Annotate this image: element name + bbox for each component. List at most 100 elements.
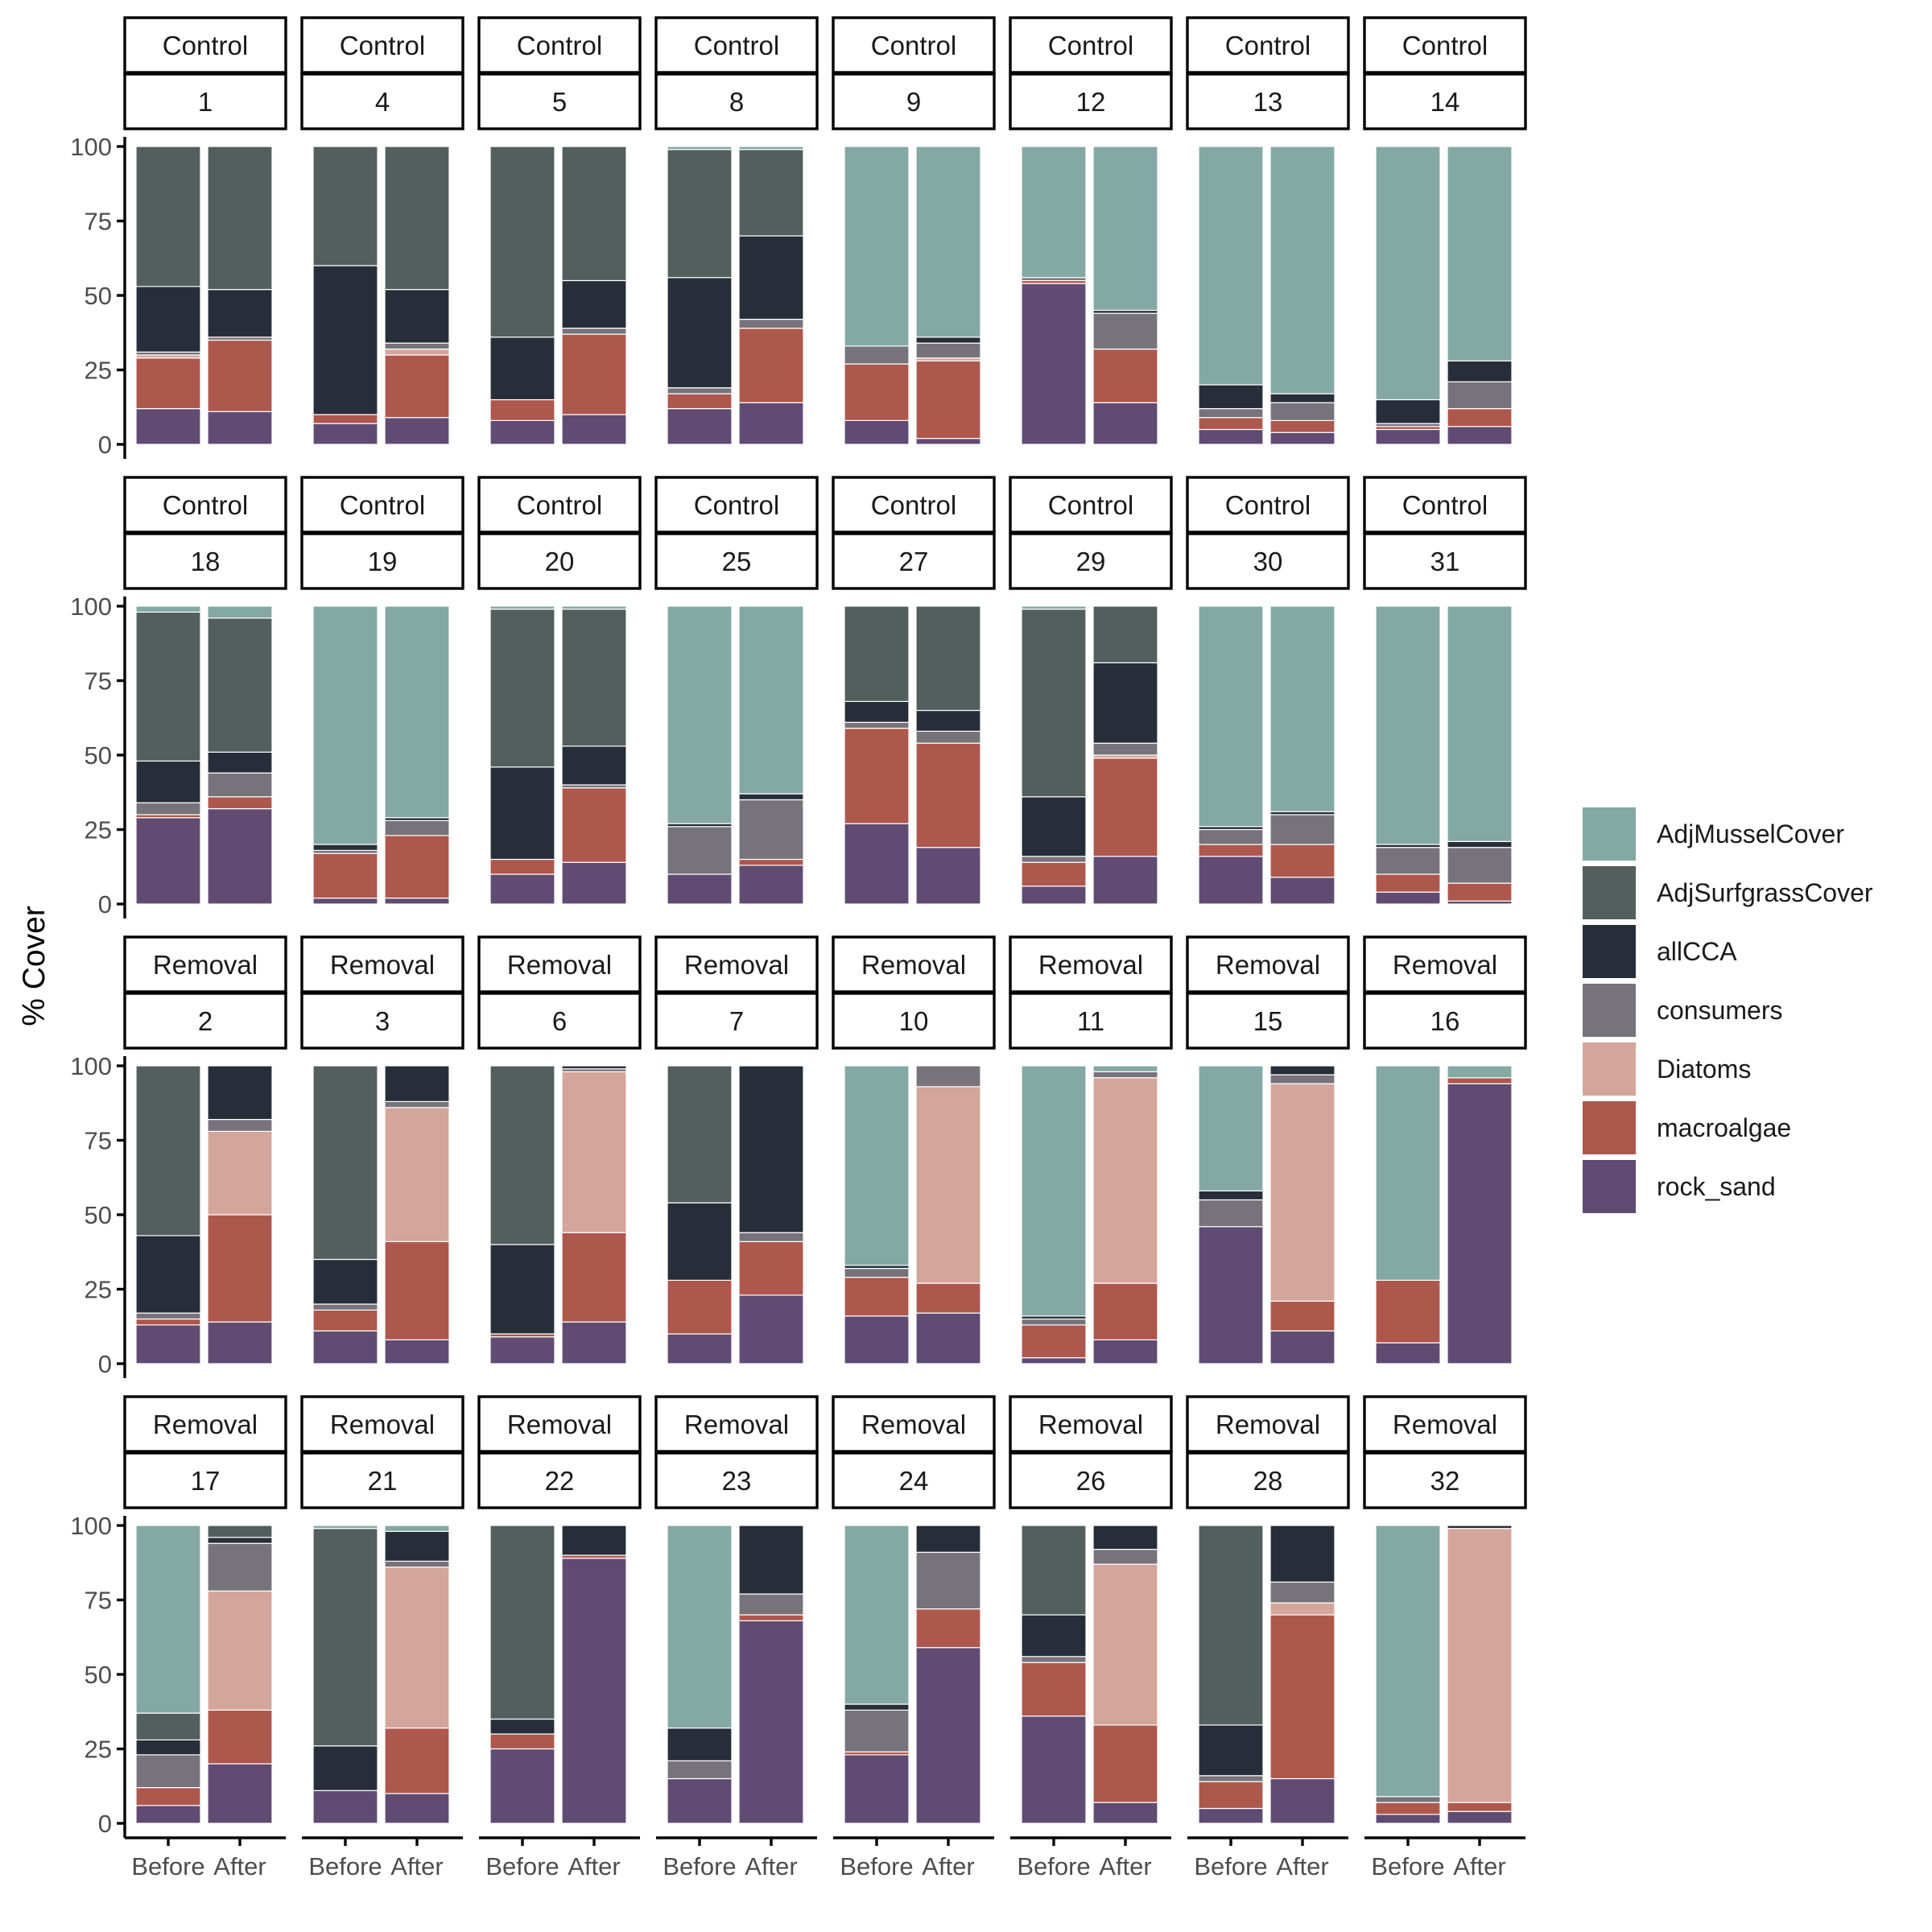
strip-plot [477, 532, 642, 590]
bar-segment-before-macroalgae [489, 858, 555, 875]
bar-segment-after-allCCA [1447, 840, 1513, 848]
y-tick-label: 100 [70, 133, 112, 161]
bar-segment-before-macroalgae [1021, 861, 1087, 887]
panel-31: Control 31 [1363, 476, 1527, 905]
bar-segment-after-macroalgae [207, 1214, 273, 1323]
bar-segment-before-AdjSurfgrassCover [489, 1065, 555, 1245]
strip-treatment-label: Control [694, 490, 779, 520]
bar-segment-after-rock_sand [561, 1558, 627, 1824]
bar-segment-before-macroalgae [1198, 1781, 1264, 1810]
bar-segment-before-allCCA [135, 1235, 201, 1314]
bar-segment-before-consumers [667, 387, 733, 394]
panel-22: Removal 22 Before After [477, 1395, 642, 1880]
bar-segment-after-AdjMusselCover [1092, 1065, 1158, 1073]
panel-12: Control 12 [1009, 16, 1173, 445]
bar-segment-after-consumers [915, 1551, 981, 1610]
bar-segment-after-allCCA [384, 289, 450, 344]
bar-segment-before-allCCA [844, 1703, 910, 1711]
bar-segment-after-allCCA [384, 1530, 450, 1563]
x-axis: Before After [1010, 1836, 1171, 1880]
bar-segment-after-AdjMusselCover [738, 605, 804, 795]
strip-treatment-label: Control [1225, 31, 1311, 60]
strip-treatment [300, 1395, 464, 1453]
bar-segment-after-macroalgae [1447, 882, 1513, 902]
strip-treatment [477, 1395, 642, 1453]
strip-treatment [1363, 476, 1527, 534]
bar-segment-after-macroalgae [1092, 1282, 1158, 1340]
bar-segment-after-rock_sand [1447, 1810, 1513, 1824]
panel-3: Removal 3 [300, 935, 464, 1364]
bar-segment-before-AdjMusselCover [312, 605, 378, 845]
bar-segment-before-rock_sand [1198, 856, 1264, 905]
strip-treatment [300, 935, 464, 993]
bar-segment-after-consumers [1447, 381, 1513, 410]
bar-segment-after-rock_sand [561, 1321, 627, 1364]
bar-segment-after-macroalgae [738, 1241, 804, 1296]
bar-segment-before-rock_sand [312, 897, 378, 905]
bar-segment-before-allCCA [1198, 1724, 1264, 1777]
strip-treatment-label: Control [1048, 31, 1133, 60]
strip-plot [1186, 72, 1350, 130]
bar-segment-after-rock_sand [738, 865, 804, 905]
strip-treatment [654, 935, 819, 993]
bar-segment-after-consumers [738, 319, 804, 329]
legend-key-macroalgae [1583, 1101, 1636, 1154]
bar-segment-before-allCCA [489, 1718, 555, 1735]
y-axis: 0 25 50 75 100 [70, 592, 126, 919]
strip-plot-label: 5 [552, 87, 567, 117]
bar-segment-before-macroalgae [1198, 844, 1264, 857]
legend-label-Diatoms: Diatoms [1657, 1055, 1751, 1084]
y-tick-label: 25 [85, 357, 112, 385]
bar-segment-after-rock_sand [1269, 1330, 1335, 1364]
legend-key-consumers [1583, 984, 1636, 1037]
strip-treatment-label: Control [517, 31, 602, 60]
x-axis: Before After [479, 1836, 640, 1880]
bar-segment-after-macroalgae [1092, 349, 1158, 403]
bar-segment-after-allCCA [738, 235, 804, 320]
bar-segment-before-consumers [1375, 1796, 1441, 1803]
x-tick-label: Before [308, 1852, 382, 1880]
bar-segment-after-macroalgae [384, 354, 450, 419]
legend-key-AdjSurfgrassCover [1583, 866, 1636, 919]
bar-segment-after-macroalgae [1447, 1802, 1513, 1812]
bar-segment-before-AdjMusselCover [312, 1525, 378, 1530]
strip-treatment-label: Control [1225, 490, 1311, 520]
bar-segment-before-AdjMusselCover [1021, 605, 1087, 610]
bar-segment-before-rock_sand [667, 1777, 733, 1824]
bar-segment-after-allCCA [738, 1525, 804, 1595]
bar-segment-before-macroalgae [312, 852, 378, 899]
panel-15: Removal 15 [1186, 935, 1350, 1364]
bar-segment-after-AdjMusselCover [1447, 146, 1513, 361]
bar-segment-after-allCCA [915, 709, 981, 732]
strip-plot-label: 22 [545, 1466, 575, 1496]
strip-treatment-label: Control [517, 490, 602, 520]
bar-segment-before-macroalgae [489, 398, 555, 421]
x-axis: Before After [1187, 1836, 1348, 1880]
bar-segment-after-macroalgae [738, 1614, 804, 1622]
bar-segment-before-rock_sand [489, 873, 555, 905]
x-tick-label: Before [1371, 1852, 1444, 1880]
legend-key-Diatoms [1583, 1042, 1636, 1096]
y-tick-label: 100 [70, 592, 112, 621]
bar-segment-after-rock_sand [561, 861, 627, 905]
bar-segment-before-macroalgae [1375, 873, 1441, 893]
bar-segment-before-AdjSurfgrassCover [667, 149, 733, 279]
bar-segment-after-allCCA [738, 1065, 804, 1233]
bar-segment-before-macroalgae [844, 1277, 910, 1317]
panel-8: Control 8 [654, 16, 819, 445]
bar-segment-before-rock_sand [844, 419, 910, 445]
strip-plot [1363, 72, 1527, 130]
bar-segment-before-AdjMusselCover [489, 605, 555, 610]
y-tick-label: 25 [85, 816, 112, 844]
bar-segment-after-allCCA [207, 1537, 273, 1544]
strip-treatment [1009, 476, 1173, 534]
strip-treatment-label: Removal [1216, 1410, 1320, 1439]
y-tick-label: 50 [85, 741, 112, 770]
legend-label-AdjMusselCover: AdjMusselCover [1657, 819, 1844, 848]
strip-plot [123, 1451, 287, 1509]
strip-plot [832, 992, 996, 1050]
bar-segment-after-macroalgae [207, 1709, 273, 1765]
bar-segment-after-AdjMusselCover [1092, 146, 1158, 312]
y-tick-label: 100 [70, 1512, 112, 1540]
bar-segment-after-macroalgae [1092, 1724, 1158, 1803]
